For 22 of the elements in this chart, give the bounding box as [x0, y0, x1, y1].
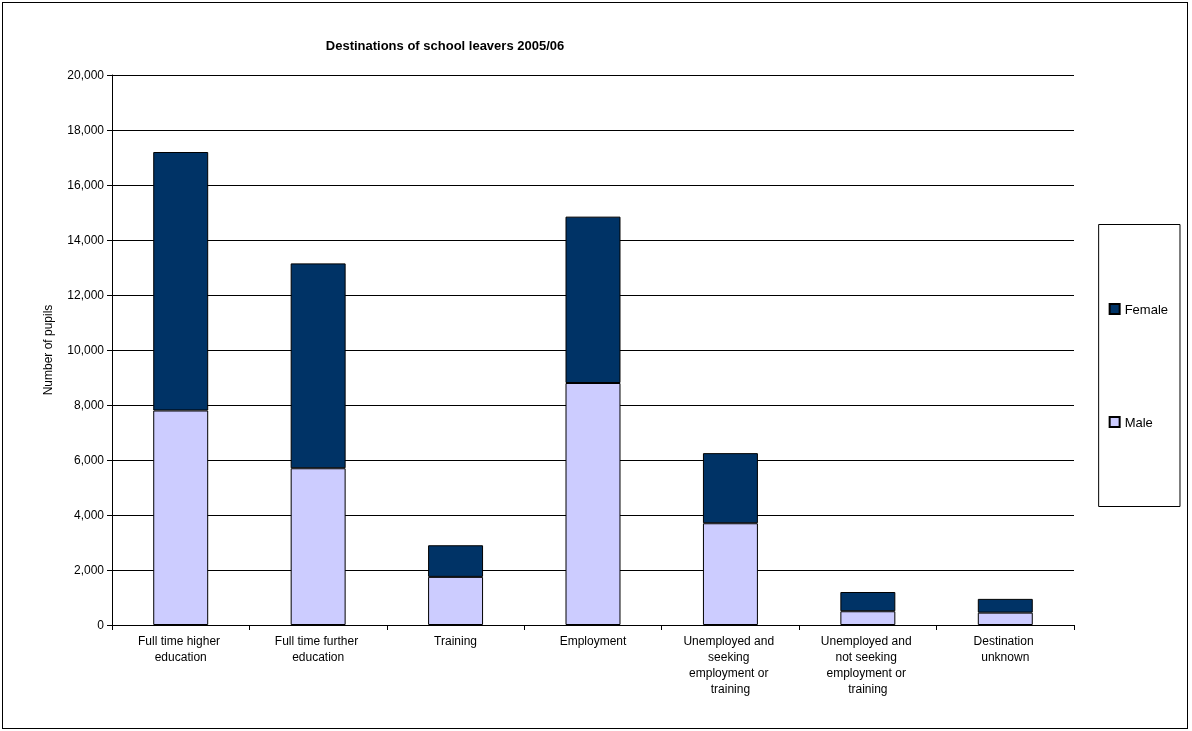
x-tick-label: Employment	[559, 634, 628, 648]
y-tick-label: 14,000	[67, 233, 105, 247]
y-tick-label: 2,000	[73, 563, 105, 577]
y-tick-label: 12,000	[67, 288, 105, 302]
x-tick-label: Unemployed and not seeking employment or training	[820, 634, 915, 696]
y-tick-label: 20,000	[67, 68, 105, 82]
y-tick-label: 10,000	[67, 343, 105, 357]
x-tick-label: Unemployed and seeking employment or training	[683, 634, 778, 696]
x-tick-label: Full time higher education	[138, 634, 224, 664]
x-tick-label: Destination unknown	[973, 634, 1037, 664]
y-tick-label: 8,000	[73, 398, 105, 412]
y-axis-title: Number of pupils	[41, 304, 55, 396]
y-tick-label: 4,000	[73, 508, 105, 522]
y-tick-label: 6,000	[73, 453, 105, 467]
y-tick-label: 18,000	[67, 123, 105, 137]
y-tick-label: 0	[97, 618, 105, 632]
x-tick-label: Training	[434, 634, 478, 648]
chart-title: Destinations of school leavers 2005/06	[325, 38, 565, 53]
legend-label: Female	[1124, 301, 1169, 317]
y-tick-label: 16,000	[67, 178, 105, 192]
legend-label: Male	[1124, 414, 1153, 430]
x-tick-label: Full time further education	[274, 634, 362, 664]
